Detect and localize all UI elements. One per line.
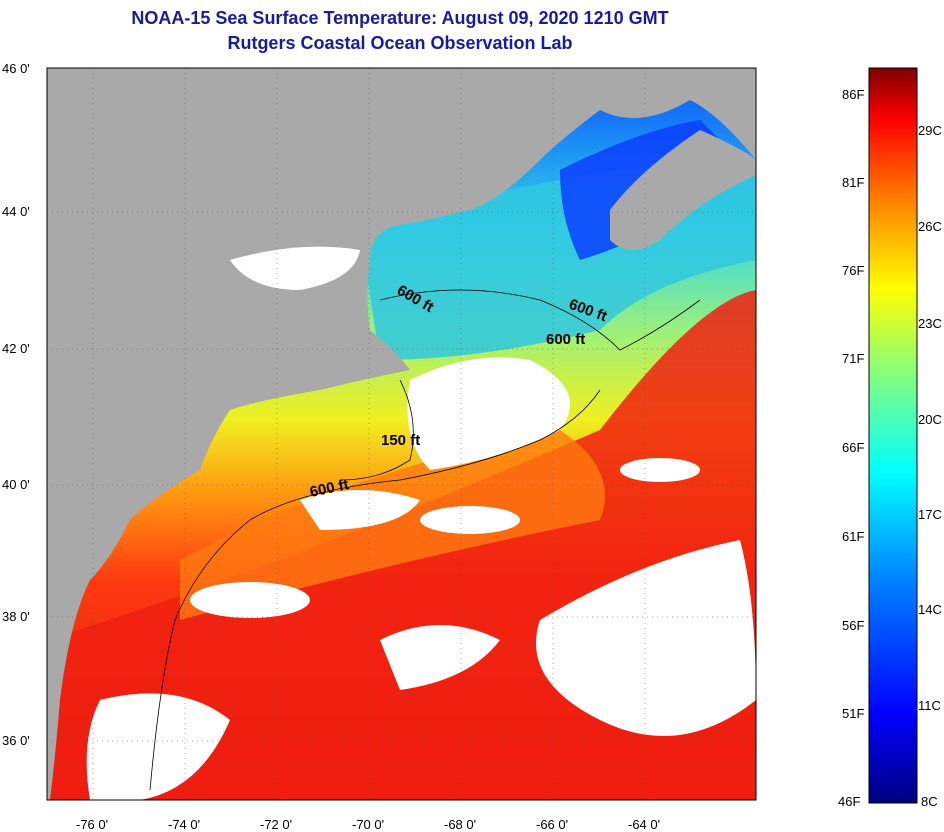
colorbar-fahrenheit-label: 61F <box>842 529 864 544</box>
lat-label: 44 0' <box>2 204 30 219</box>
lat-label: 40 0' <box>2 477 30 492</box>
colorbar-celsius-label: 26C <box>918 219 942 234</box>
land-nova-scotia <box>610 130 756 250</box>
colorbar-celsius-label: 17C <box>918 507 942 522</box>
colorbar-fahrenheit-label: 86F <box>842 87 864 102</box>
lat-label: 38 0' <box>2 609 30 624</box>
colorbar <box>868 67 918 804</box>
lon-label: -66 0' <box>536 817 568 832</box>
depth-contours <box>149 289 701 791</box>
lon-label: -74 0' <box>168 817 200 832</box>
graticule <box>47 68 756 800</box>
colorbar-fahrenheit-label: 56F <box>842 618 864 633</box>
map-frame <box>46 67 757 801</box>
colorbar-celsius-label: 11C <box>918 698 941 713</box>
lon-label: -70 0' <box>352 817 384 832</box>
colorbar-fahrenheit-label: 46F <box>838 794 860 809</box>
lat-label: 42 0' <box>2 341 30 356</box>
colorbar-fahrenheit-label: 76F <box>842 263 864 278</box>
cloud-cover <box>86 246 756 800</box>
colorbar-fahrenheit-label: 51F <box>842 706 864 721</box>
colorbar-fahrenheit-label: 66F <box>842 440 864 455</box>
map-title: NOAA-15 Sea Surface Temperature: August … <box>131 8 669 28</box>
lon-label: -68 0' <box>444 817 476 832</box>
contour-label: 600 ft <box>546 331 585 348</box>
contour-label: 150 ft <box>381 432 420 449</box>
map-area <box>47 68 756 800</box>
colorbar-fahrenheit-label: 81F <box>842 175 864 190</box>
colorbar-celsius-label: 29C <box>918 123 942 138</box>
lat-label: 46 0' <box>2 61 30 76</box>
colorbar-celsius-label: 14C <box>918 602 942 617</box>
colorbar-celsius-label: 20C <box>918 412 942 427</box>
colorbar-celsius-label: 23C <box>918 316 942 331</box>
land-mainland <box>47 68 756 800</box>
lon-label: -64 0' <box>628 817 660 832</box>
map-subtitle: Rutgers Coastal Ocean Observation Lab <box>227 33 573 53</box>
colorbar-fahrenheit-label: 71F <box>842 351 864 366</box>
colorbar-celsius-label: 8C <box>921 794 938 809</box>
lat-label: 36 0' <box>2 733 30 748</box>
lon-label: -72 0' <box>260 817 292 832</box>
lon-label: -76 0' <box>76 817 108 832</box>
warm-slope-water <box>180 430 605 620</box>
